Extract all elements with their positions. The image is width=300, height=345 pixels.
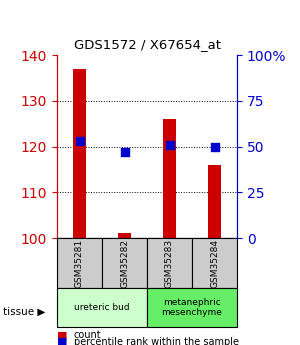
Bar [163, 119, 176, 238]
Bar [73, 69, 86, 238]
Text: ■: ■ [57, 337, 68, 345]
FancyBboxPatch shape [147, 288, 237, 327]
Text: metanephric
mesenchyme: metanephric mesenchyme [162, 298, 222, 317]
Text: percentile rank within the sample: percentile rank within the sample [74, 337, 238, 345]
FancyBboxPatch shape [102, 238, 147, 288]
Bar [118, 234, 131, 238]
Title: GDS1572 / X67654_at: GDS1572 / X67654_at [74, 38, 220, 51]
FancyBboxPatch shape [147, 238, 192, 288]
Text: count: count [74, 331, 101, 340]
Point [122, 149, 127, 155]
Point [212, 144, 217, 149]
FancyBboxPatch shape [192, 238, 237, 288]
Text: ureteric bud: ureteric bud [74, 303, 130, 312]
Text: GSM35282: GSM35282 [120, 238, 129, 288]
Text: ■: ■ [57, 331, 68, 340]
Text: GSM35283: GSM35283 [165, 238, 174, 288]
Text: GSM35284: GSM35284 [210, 238, 219, 288]
Text: GSM35281: GSM35281 [75, 238, 84, 288]
Point [77, 138, 82, 144]
Text: tissue ▶: tissue ▶ [3, 307, 45, 317]
Point [167, 142, 172, 148]
FancyBboxPatch shape [57, 288, 147, 327]
FancyBboxPatch shape [57, 238, 102, 288]
Bar [208, 165, 221, 238]
